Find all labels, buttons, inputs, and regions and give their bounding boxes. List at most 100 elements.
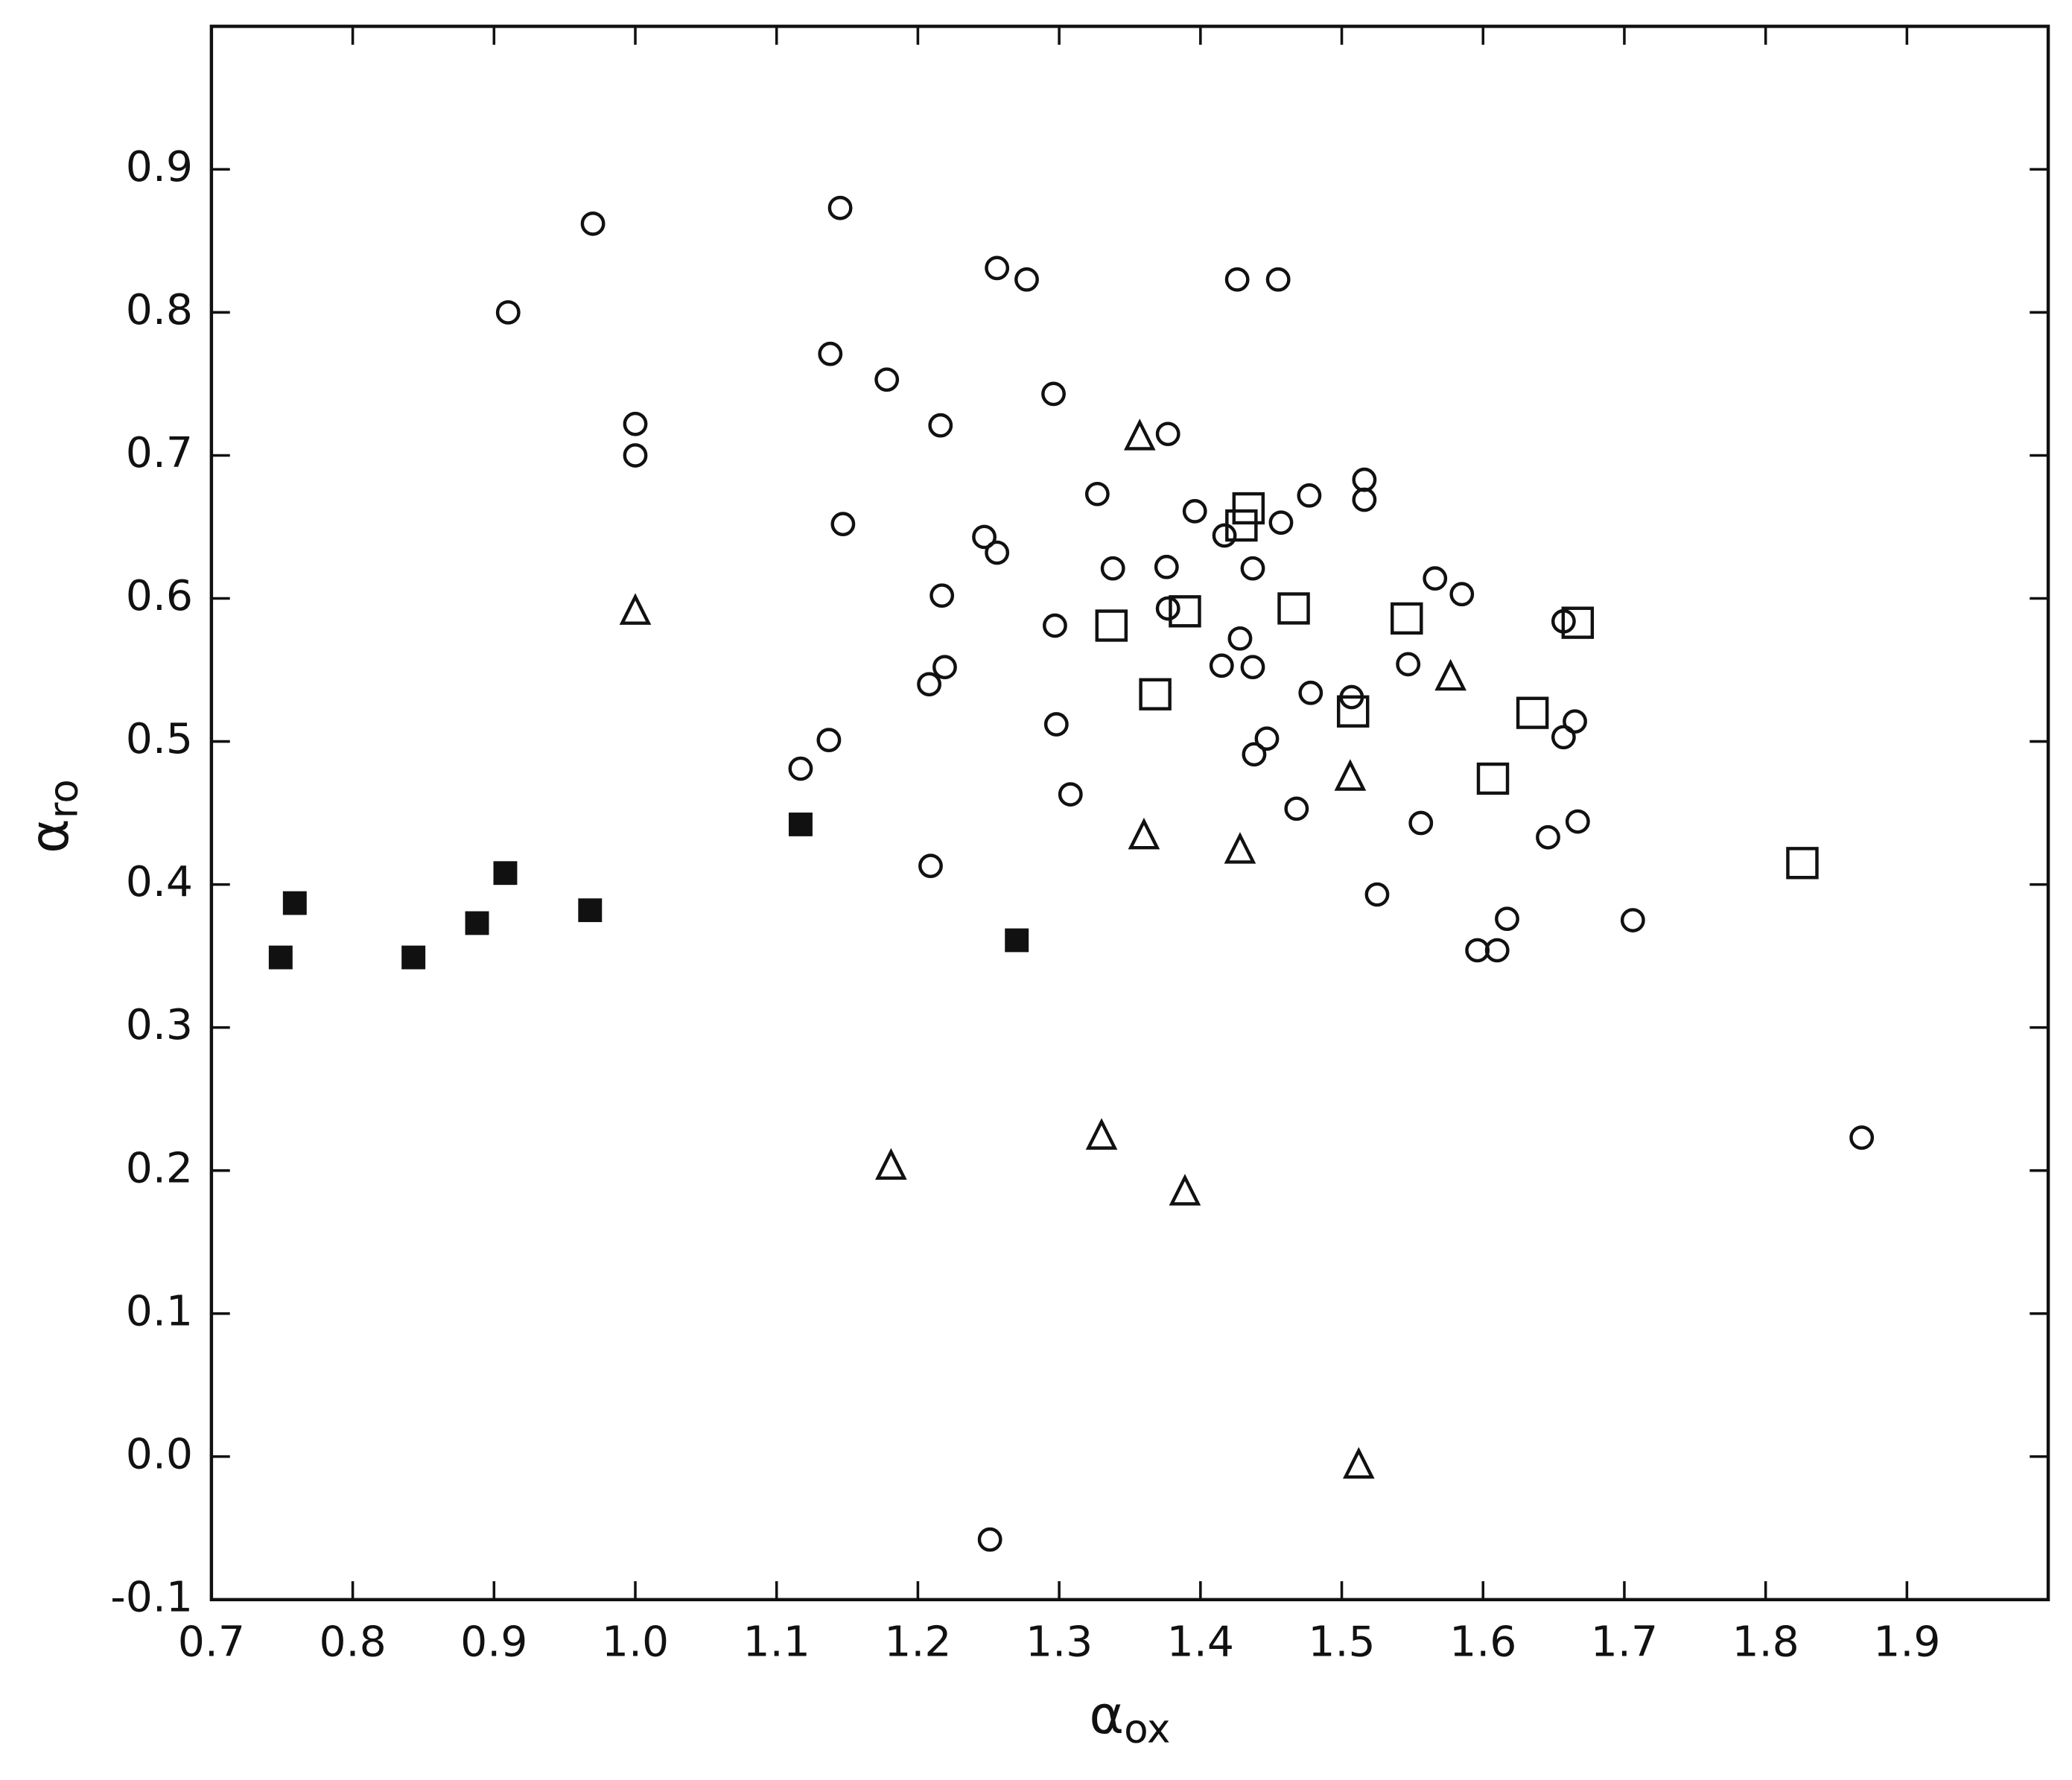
y-tick-label: 0.9	[126, 142, 193, 191]
x-tick-label: 1.4	[1167, 1618, 1234, 1667]
circle-point	[1265, 267, 1291, 292]
y-label-symbol: α	[18, 819, 80, 854]
x-tick-label: 1.0	[602, 1618, 669, 1667]
circle-point	[1240, 655, 1265, 680]
x-tick-label: 0.7	[178, 1618, 245, 1667]
circle-point	[1100, 556, 1125, 581]
circle-point	[623, 443, 648, 468]
x-tick-label: 1.7	[1591, 1618, 1658, 1667]
square-point	[1232, 492, 1265, 525]
filled-square-point	[268, 945, 293, 970]
filled-square-point	[493, 861, 518, 886]
circle-point	[1849, 1125, 1875, 1150]
circle-point	[1242, 742, 1267, 767]
x-tick-label: 1.1	[743, 1618, 810, 1667]
x-tick-label: 1.8	[1732, 1618, 1799, 1667]
triangle-point	[1085, 1118, 1118, 1150]
circle-point	[1043, 613, 1067, 638]
circle-point	[1182, 499, 1207, 524]
circle-point	[1227, 626, 1253, 651]
square-point	[1169, 595, 1201, 628]
y-tick-label: -0.1	[110, 1573, 193, 1622]
circle-point	[917, 672, 941, 697]
circle-point	[1364, 882, 1390, 907]
circle-point	[816, 728, 842, 752]
circle-point	[1551, 725, 1576, 750]
circle-point	[1449, 582, 1475, 607]
circle-point	[1298, 680, 1323, 705]
y-tick-label: 0.7	[126, 428, 193, 477]
circle-point	[1058, 782, 1083, 807]
x-tick-label: 0.8	[319, 1618, 386, 1667]
filled-square-point	[788, 813, 813, 836]
square-point	[1277, 592, 1310, 625]
square-point	[1561, 606, 1595, 639]
x-tick-label: 1.5	[1308, 1618, 1375, 1667]
triangle-point	[1169, 1174, 1201, 1206]
y-tick-label: 0.0	[126, 1429, 193, 1478]
filled-square-point	[578, 898, 603, 923]
circle-point	[1465, 938, 1490, 963]
filled-square-point	[282, 891, 307, 915]
x-label-symbol: α	[1089, 1684, 1124, 1746]
circle-point	[1041, 381, 1066, 407]
circle-point	[1352, 467, 1377, 492]
circle-point	[827, 195, 853, 220]
y-tick-label: 0.2	[126, 1143, 193, 1192]
y-tick-label: 0.4	[126, 857, 193, 906]
circle-point	[1014, 267, 1039, 292]
circle-point	[1254, 726, 1280, 751]
circle-point	[1284, 796, 1309, 821]
y-label-subscript: ro	[40, 779, 86, 819]
circle-point	[818, 341, 843, 366]
square-point	[1139, 678, 1172, 711]
circle-point	[1297, 483, 1322, 508]
square-point	[1095, 609, 1128, 642]
x-label-subscript: ox	[1124, 1706, 1170, 1752]
circle-point	[830, 512, 856, 537]
triangle-point	[1123, 419, 1156, 451]
circle-point	[1495, 906, 1519, 932]
circle-point	[1209, 653, 1234, 678]
circle-point	[1154, 554, 1179, 579]
triangle-point	[1342, 1446, 1375, 1479]
y-tick-label: 0.8	[126, 285, 193, 334]
triangle-point	[1224, 832, 1256, 864]
triangle-point	[875, 1148, 907, 1180]
circle-point	[1268, 510, 1294, 535]
circle-point	[985, 255, 1010, 281]
circle-point	[1084, 481, 1110, 506]
square-point	[1476, 762, 1510, 795]
y-tick-label: 0.3	[126, 1000, 193, 1049]
circle-point	[1352, 487, 1377, 512]
square-point	[1786, 847, 1819, 880]
plot-frame	[209, 25, 2050, 1602]
circle-point	[972, 524, 997, 550]
circle-point	[1396, 652, 1421, 677]
circle-point	[1155, 422, 1180, 447]
circle-point	[977, 1527, 1002, 1552]
y-tick-label: 0.1	[126, 1286, 193, 1335]
x-tick-label: 1.9	[1873, 1618, 1940, 1667]
circle-point	[1620, 908, 1645, 932]
filled-square-point	[465, 911, 489, 935]
filled-square-point	[401, 945, 426, 970]
circle-point	[1484, 938, 1510, 963]
circle-point	[1408, 810, 1434, 836]
x-tick-label: 1.6	[1449, 1618, 1516, 1667]
circle-point	[1565, 809, 1590, 834]
x-axis-label: αox	[1089, 1684, 1170, 1752]
triangle-point	[1334, 759, 1367, 791]
circle-point	[918, 854, 943, 878]
x-tick-label: 1.2	[884, 1618, 951, 1667]
circle-point	[788, 756, 813, 781]
circle-point	[1155, 596, 1180, 621]
square-point	[1516, 696, 1549, 729]
circle-point	[928, 413, 953, 438]
circle-point	[1240, 556, 1265, 581]
circle-point	[1212, 523, 1237, 548]
triangle-point	[1128, 817, 1160, 850]
circle-point	[929, 583, 955, 608]
